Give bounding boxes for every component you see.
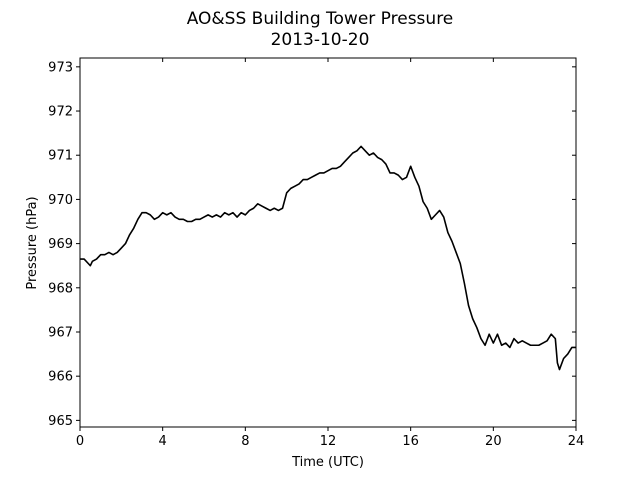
y-tick-label: 967 xyxy=(48,325,73,340)
y-tick-label: 966 xyxy=(48,370,73,385)
axis-ticks: 0 4 8 12 16 20 24 965 966 967 968 969 970 971 972 973 xyxy=(48,58,584,449)
chart-subtitle: 2013-10-20 xyxy=(271,30,370,50)
chart-title: AO&SS Building Tower Pressure xyxy=(187,9,454,29)
y-tick-label: 971 xyxy=(48,149,73,164)
y-tick-label: 968 xyxy=(48,281,73,296)
x-tick-label: 16 xyxy=(402,434,419,449)
y-tick-label: 969 xyxy=(48,237,73,252)
y-tick-label: 970 xyxy=(48,193,73,208)
x-axis-label: Time (UTC) xyxy=(291,455,364,470)
y-axis-label: Pressure (hPa) xyxy=(25,196,40,289)
series-line-pressure xyxy=(80,145,576,371)
x-tick-label: 0 xyxy=(76,434,84,449)
y-tick-label: 973 xyxy=(48,60,73,75)
x-tick-label: 20 xyxy=(485,434,502,449)
y-tick-label: 972 xyxy=(48,105,73,120)
plot-area-frame xyxy=(79,57,577,428)
x-tick-label: 8 xyxy=(241,434,249,449)
y-tick-label: 965 xyxy=(48,414,73,429)
x-tick-label: 24 xyxy=(568,434,585,449)
x-tick-label: 4 xyxy=(159,434,167,449)
x-tick-label: 12 xyxy=(320,434,337,449)
